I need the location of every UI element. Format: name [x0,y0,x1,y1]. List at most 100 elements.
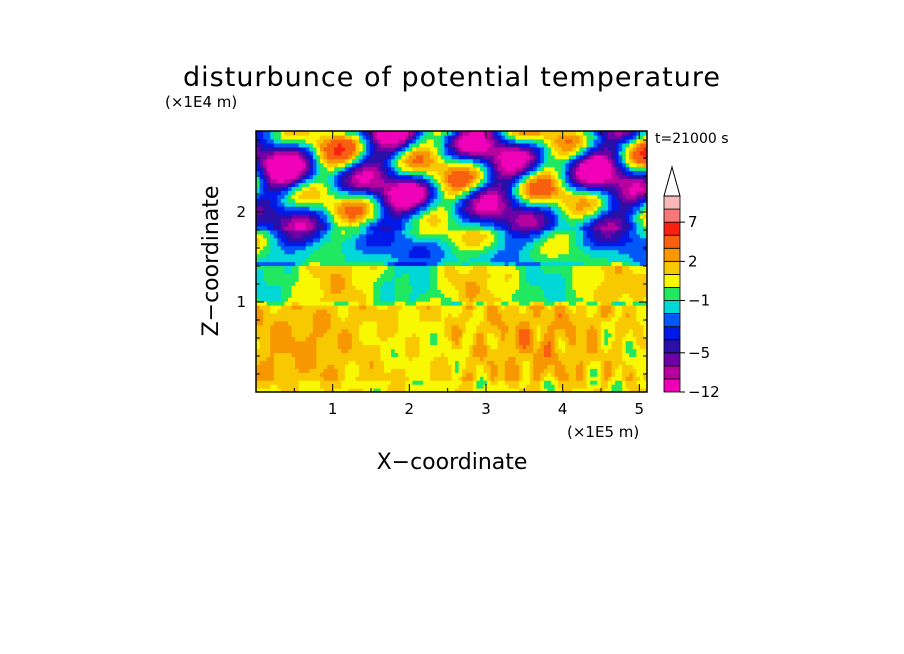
field-cell [451,273,456,278]
field-cell [504,368,509,373]
field-cell [575,332,581,338]
field-cell [405,324,410,330]
field-cell [440,380,445,385]
field-cell [373,356,378,361]
field-cell [330,364,335,369]
field-cell [373,340,378,346]
field-cell [366,388,371,392]
field-cell [501,245,506,251]
field-cell [405,368,410,373]
field-cell [323,320,328,326]
field-cell [533,380,538,385]
field-cell [490,344,495,350]
field-cell [266,356,271,361]
field-cell [341,249,346,255]
field-cell [423,352,428,357]
field-cell [362,221,367,227]
field-cell [270,214,275,219]
field-cell [408,336,413,342]
field-cell [309,210,314,215]
field-cell [401,273,406,278]
field-cell [398,289,403,294]
field-cell [583,233,588,239]
field-cell [302,297,307,302]
field-cell [263,229,268,235]
field-cell [568,253,573,259]
field-cell [408,214,413,219]
field-cell [483,297,488,302]
field-cell [401,308,406,314]
field-cell [334,324,339,330]
field-cell [359,380,364,385]
field-cell [291,308,296,314]
field-cell [383,277,389,282]
field-cell [398,214,403,219]
field-cell [373,328,378,334]
field-cell [383,245,389,251]
field-cell [607,218,613,223]
field-cell [351,305,357,310]
field-cell [529,320,534,326]
field-cell [277,261,282,267]
field-cell [359,308,364,314]
field-cell [302,249,307,255]
field-cell [280,229,286,235]
field-cell [280,328,286,334]
field-cell [472,376,477,381]
field-cell [387,316,392,322]
field-cell [359,388,364,392]
field-cell [412,265,417,270]
field-cell [586,344,591,350]
field-cell [504,225,509,231]
field-cell [487,376,492,381]
field-cell [497,265,502,270]
field-cell [387,273,392,278]
field-cell [519,352,524,357]
field-cell [391,364,396,369]
field-cell [366,316,371,322]
field-cell [515,364,520,369]
field-cell [359,257,364,263]
field-cell [611,348,616,354]
field-cell [401,241,406,247]
field-cell [558,388,563,392]
field-cell [387,249,392,255]
field-cell [451,289,456,294]
field-cell [323,221,328,227]
field-cell [636,368,641,373]
field-cell [273,249,278,255]
field-cell [302,301,307,306]
field-cell [273,388,278,392]
field-cell [341,384,346,389]
field-cell [533,293,538,298]
field-cell [383,380,389,385]
field-cell [316,289,321,294]
field-cell [373,293,378,298]
field-cell [408,261,413,267]
field-cell [526,257,531,263]
field-cell [309,253,314,259]
field-cell [359,229,364,235]
field-cell [547,265,552,270]
field-cell [362,340,367,346]
field-cell [444,218,449,223]
field-cell [327,364,332,369]
field-cell [487,233,492,239]
field-cell [579,308,584,314]
field-cell [622,225,627,231]
field-cell [440,324,445,330]
field-cell [487,277,492,282]
field-cell [551,328,556,334]
field-cell [419,384,424,389]
field-cell [519,320,524,326]
field-cell [526,218,531,223]
field-cell [551,253,556,259]
field-cell [490,225,495,231]
field-cell [302,380,307,385]
field-cell [590,225,595,231]
field-cell [522,273,527,278]
field-cell [487,281,492,286]
field-cell [536,301,541,306]
field-cell [447,297,453,302]
field-cell [561,364,566,369]
